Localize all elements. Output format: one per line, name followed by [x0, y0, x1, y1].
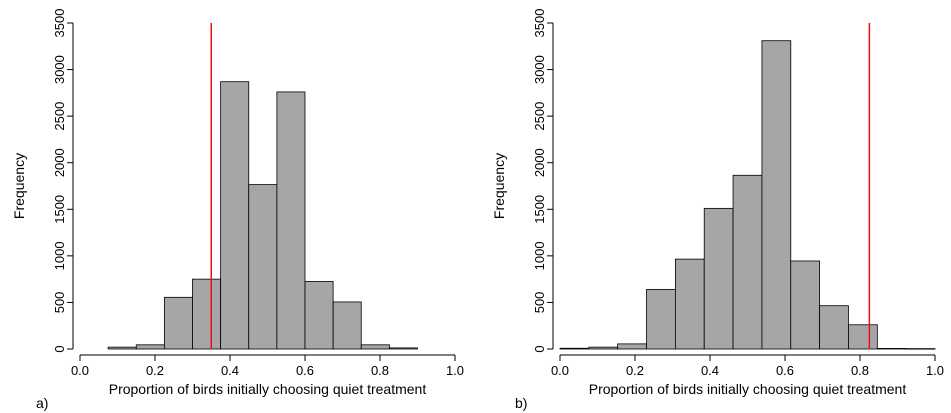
- x-tick-label: 0.0: [551, 363, 569, 378]
- histogram-bar: [107, 346, 137, 350]
- x-tick-label: 1.0: [926, 363, 944, 378]
- y-tick-label: 2500: [532, 102, 547, 131]
- histogram-bar: [617, 343, 647, 350]
- y-tick-label: 500: [532, 292, 547, 314]
- y-tick-label: 1000: [532, 241, 547, 270]
- histogram-bar: [905, 348, 936, 350]
- histogram-bar: [588, 346, 619, 350]
- x-tick-label: 0.4: [701, 363, 719, 378]
- x-tick-label: 0.2: [626, 363, 644, 378]
- histogram-bar: [163, 296, 193, 350]
- histogram-bar: [360, 344, 390, 350]
- x-axis-title: Proportion of birds initially choosing q…: [109, 381, 427, 397]
- y-tick-label: 500: [52, 292, 67, 314]
- y-tick-label: 2500: [52, 102, 67, 131]
- histogram-bar: [220, 81, 250, 350]
- panel-label: b): [515, 395, 527, 411]
- x-axis-title: Proportion of birds initially choosing q…: [589, 381, 907, 397]
- x-tick-label: 0.2: [146, 363, 164, 378]
- y-axis-title: Frequency: [11, 153, 27, 219]
- y-tick-label: 3000: [52, 55, 67, 84]
- histogram-bar: [732, 174, 763, 350]
- histogram-bar: [819, 305, 849, 350]
- histogram-bar: [848, 324, 878, 350]
- y-tick-label: 1500: [532, 195, 547, 224]
- histogram-bar: [388, 347, 418, 350]
- histogram-bar: [248, 184, 278, 350]
- y-tick-label: 2000: [532, 148, 547, 177]
- x-tick-label: 1.0: [446, 363, 464, 378]
- y-tick-label: 2000: [52, 148, 67, 177]
- histogram-bar: [761, 40, 792, 350]
- x-tick-label: 0.4: [221, 363, 239, 378]
- x-tick-label: 0.6: [296, 363, 314, 378]
- x-tick-label: 0.0: [71, 363, 89, 378]
- histogram-bar: [674, 258, 705, 350]
- y-tick-label: 1000: [52, 241, 67, 270]
- y-tick-label: 0: [52, 345, 67, 352]
- y-tick-label: 3500: [532, 9, 547, 38]
- y-axis-title: Frequency: [491, 153, 507, 219]
- histogram-bar: [304, 281, 334, 350]
- x-tick-label: 0.6: [776, 363, 794, 378]
- y-tick-label: 1500: [52, 195, 67, 224]
- histogram-bar: [192, 278, 222, 350]
- histogram-bar: [646, 288, 676, 350]
- histogram-bar: [790, 260, 821, 350]
- histogram-bar: [332, 301, 362, 350]
- histogram-bar: [135, 344, 165, 350]
- y-tick-label: 3500: [52, 9, 67, 38]
- y-tick-label: 3000: [532, 55, 547, 84]
- histogram-panel-a: 0.0 0.2 0.4 0.6 0.8 1.0 0 500 1000 1500 2000 2500 30…: [11, 9, 464, 411]
- x-tick-label: 0.8: [371, 363, 389, 378]
- y-tick-label: 0: [532, 345, 547, 352]
- histogram-bar: [703, 207, 734, 350]
- x-tick-label: 0.8: [851, 363, 869, 378]
- histogram-panel-b: 0.0 0.2 0.4 0.6 0.8 1.0 0 500 1000 1500 2000 2500 30…: [491, 9, 944, 411]
- histogram-bar: [276, 91, 306, 350]
- panel-label: a): [36, 395, 48, 411]
- histogram-bar: [876, 348, 907, 350]
- histogram-bar: [559, 347, 590, 350]
